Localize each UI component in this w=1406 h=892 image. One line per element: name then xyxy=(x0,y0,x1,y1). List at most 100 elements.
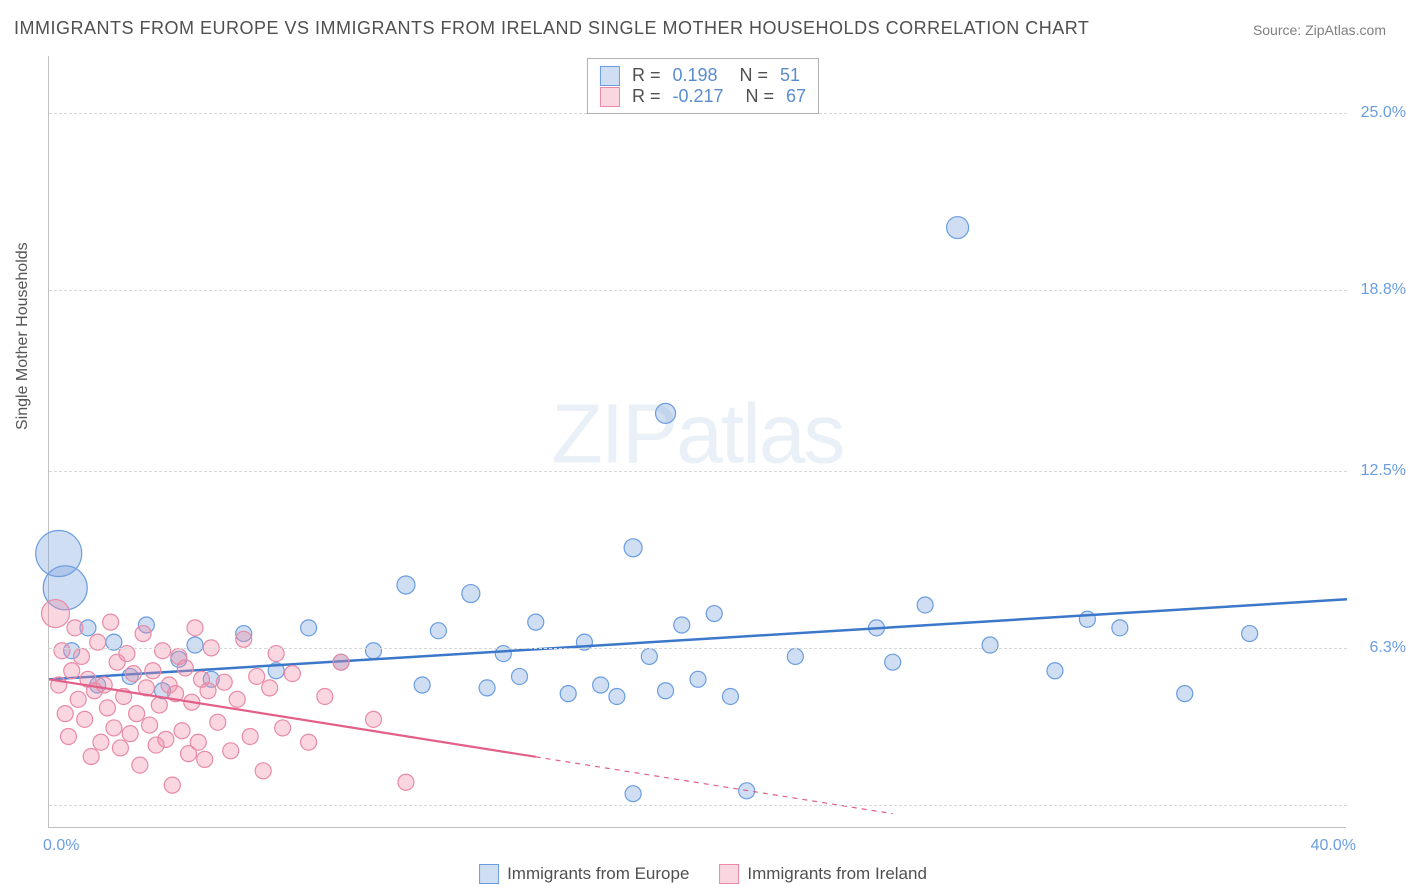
data-point xyxy=(112,740,128,756)
data-point xyxy=(187,620,203,636)
data-point xyxy=(132,757,148,773)
data-point xyxy=(624,539,642,557)
gridline xyxy=(49,290,1347,291)
data-point xyxy=(1112,620,1128,636)
data-point xyxy=(560,686,576,702)
y-tick-label: 12.5% xyxy=(1361,462,1406,480)
stat-label: N = xyxy=(730,65,769,86)
data-point xyxy=(656,403,676,423)
data-point xyxy=(93,734,109,750)
data-point xyxy=(1242,626,1258,642)
y-axis-label: Single Mother Households xyxy=(14,242,32,430)
data-point xyxy=(187,637,203,653)
scatter-svg xyxy=(49,56,1347,828)
data-point xyxy=(122,726,138,742)
data-point xyxy=(77,711,93,727)
data-point xyxy=(223,743,239,759)
data-point xyxy=(674,617,690,633)
data-point xyxy=(397,576,415,594)
legend-swatch xyxy=(719,864,739,884)
data-point xyxy=(366,643,382,659)
data-point xyxy=(479,680,495,696)
stat-label: R = xyxy=(632,65,661,86)
data-point xyxy=(155,643,171,659)
data-point xyxy=(190,734,206,750)
data-point xyxy=(1177,686,1193,702)
legend-label: Immigrants from Europe xyxy=(507,864,689,884)
data-point xyxy=(145,663,161,679)
data-point xyxy=(135,626,151,642)
data-point xyxy=(125,666,141,682)
data-point xyxy=(106,720,122,736)
x-tick-label: 40.0% xyxy=(1311,837,1356,855)
data-point xyxy=(174,723,190,739)
stat-label: R = xyxy=(632,86,661,107)
stats-row: R = -0.217 N = 67 xyxy=(600,86,806,107)
source-label: Source: xyxy=(1253,22,1301,38)
chart-title: IMMIGRANTS FROM EUROPE VS IMMIGRANTS FRO… xyxy=(14,18,1089,39)
stats-row: R =0.198 N =51 xyxy=(600,65,806,86)
data-point xyxy=(236,631,252,647)
source-link[interactable]: ZipAtlas.com xyxy=(1305,22,1386,38)
gridline xyxy=(49,471,1347,472)
data-point xyxy=(398,774,414,790)
data-point xyxy=(164,777,180,793)
data-point xyxy=(275,720,291,736)
data-point xyxy=(249,668,265,684)
legend-item: Immigrants from Ireland xyxy=(719,864,927,884)
data-point xyxy=(99,700,115,716)
data-point xyxy=(73,648,89,664)
data-point xyxy=(242,729,258,745)
data-point xyxy=(41,600,69,628)
y-tick-label: 6.3% xyxy=(1370,639,1406,657)
stat-n-value: 67 xyxy=(786,86,806,107)
legend-item: Immigrants from Europe xyxy=(479,864,689,884)
data-point xyxy=(430,623,446,639)
data-point xyxy=(64,663,80,679)
data-point xyxy=(54,643,70,659)
data-point xyxy=(151,697,167,713)
source-attribution: Source: ZipAtlas.com xyxy=(1253,22,1386,38)
data-point xyxy=(317,688,333,704)
data-point xyxy=(414,677,430,693)
data-point xyxy=(96,677,112,693)
data-point xyxy=(722,688,738,704)
correlation-stats-box: R =0.198 N =51R =-0.217 N =67 xyxy=(587,58,819,114)
data-point xyxy=(158,731,174,747)
plot-region: ZIPatlas 6.3%12.5%18.8%25.0%0.0%40.0% xyxy=(48,56,1346,828)
bottom-legend: Immigrants from Europe Immigrants from Ir… xyxy=(479,864,927,884)
data-point xyxy=(917,597,933,613)
data-point xyxy=(216,674,232,690)
data-point xyxy=(197,751,213,767)
data-point xyxy=(641,648,657,664)
data-point xyxy=(70,691,86,707)
data-point xyxy=(625,786,641,802)
data-point xyxy=(690,671,706,687)
data-point xyxy=(67,620,83,636)
gridline xyxy=(49,805,1347,806)
data-point xyxy=(57,706,73,722)
y-tick-label: 18.8% xyxy=(1361,281,1406,299)
y-tick-label: 25.0% xyxy=(1361,104,1406,122)
stat-label: N = xyxy=(736,86,775,107)
data-point xyxy=(333,654,349,670)
stat-r-value: 0.198 xyxy=(672,65,717,86)
data-point xyxy=(462,585,480,603)
series-swatch xyxy=(600,66,620,86)
stat-r-value: -0.217 xyxy=(672,86,723,107)
gridline xyxy=(49,648,1347,649)
data-point xyxy=(706,606,722,622)
data-point xyxy=(229,691,245,707)
data-point xyxy=(593,677,609,693)
data-point xyxy=(142,717,158,733)
series-swatch xyxy=(600,87,620,107)
data-point xyxy=(301,620,317,636)
data-point xyxy=(512,668,528,684)
data-point xyxy=(609,688,625,704)
data-point xyxy=(885,654,901,670)
data-point xyxy=(210,714,226,730)
legend-label: Immigrants from Ireland xyxy=(747,864,927,884)
data-point xyxy=(1047,663,1063,679)
data-point xyxy=(787,648,803,664)
data-point xyxy=(284,666,300,682)
